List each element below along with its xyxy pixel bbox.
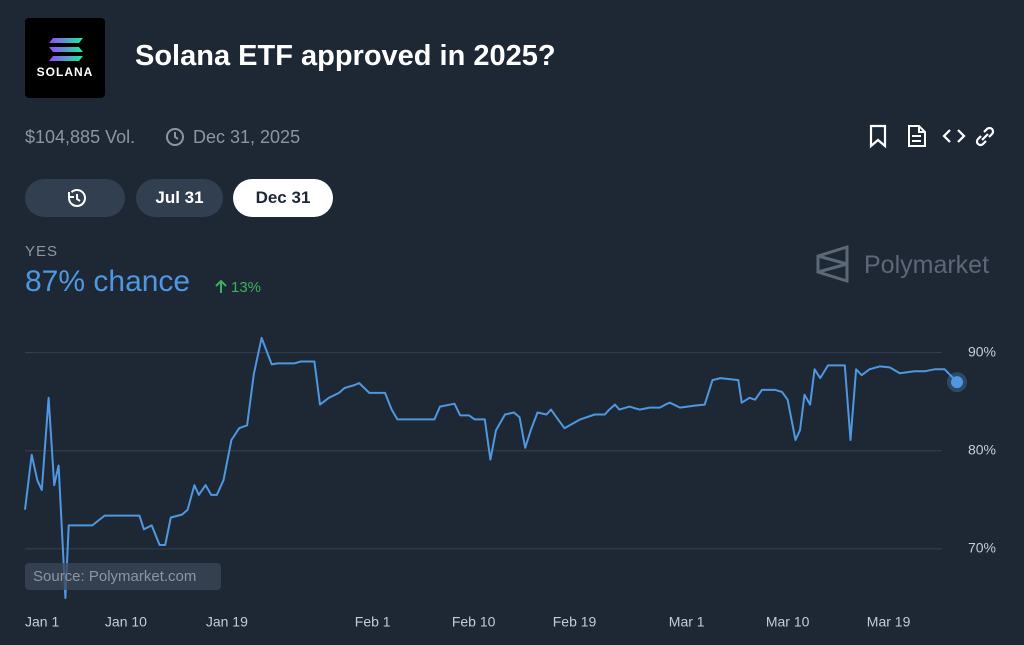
x-tick-label: Jan 10 [105,614,147,630]
source: Source: Polymarket.com [25,563,221,590]
link-icon[interactable] [975,126,995,147]
x-tick-label: Mar 10 [766,614,810,630]
history-button[interactable] [25,179,125,217]
clock-icon [166,128,184,146]
y-tick-label: 70% [968,540,996,556]
end-dot [951,376,963,389]
bookmark-icon[interactable] [869,124,887,149]
up-arrow [215,279,227,293]
logo: SOLANA [25,18,105,98]
price-line [24,336,958,599]
chance: 87% chance [25,265,191,298]
tab-active[interactable]: Dec 31 [233,179,333,217]
tab[interactable]: Jul 31 [136,179,223,217]
logo-text: SOLANA [37,65,94,79]
volume: $104,885 Vol. [25,127,136,147]
x-tick-label: Jan 1 [25,614,59,630]
embed-icon[interactable] [942,129,966,143]
watermark: Polymarket [864,251,990,279]
title: Solana ETF approved in 2025? [135,40,556,72]
change: 13% [231,279,262,296]
y-tick-label: 80% [968,441,996,457]
x-tick-label: Jan 19 [206,614,248,630]
action-icons[interactable] [866,123,1006,149]
end-date: Dec 31, 2025 [193,127,301,147]
x-tick-label: Feb 10 [452,614,496,630]
doc-icon[interactable] [908,125,926,147]
history-icon [68,189,86,207]
y-tick-label: 90% [968,343,996,359]
outcome-label: YES [25,243,59,260]
x-tick-label: Feb 19 [553,614,597,630]
watermark-logo [816,244,849,284]
logo-mark: SOLANA [37,38,94,79]
x-tick-label: Mar 1 [669,614,705,630]
x-tick-label: Feb 1 [355,614,391,630]
x-tick-label: Mar 19 [867,614,911,630]
